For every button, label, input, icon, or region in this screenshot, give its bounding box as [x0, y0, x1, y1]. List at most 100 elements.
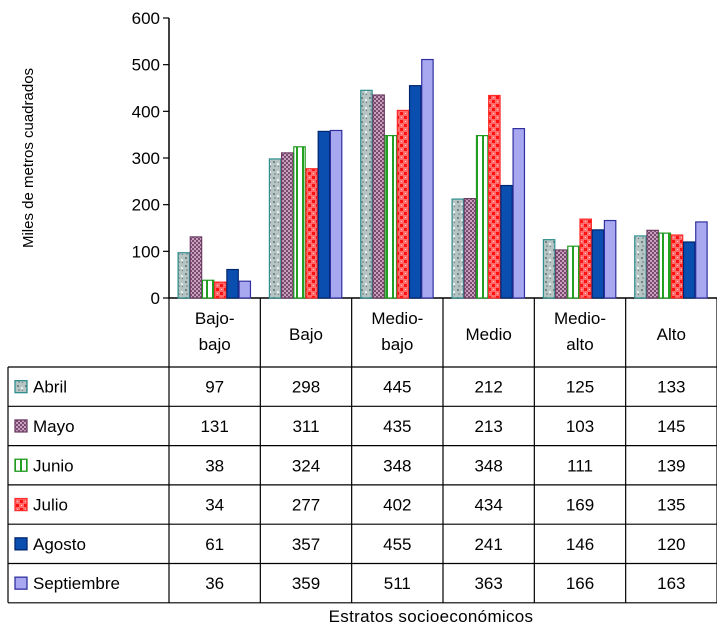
- bar-agosto-4: [591, 229, 605, 299]
- bar-abril-1: [268, 158, 282, 299]
- data-label: 348: [474, 456, 502, 475]
- legend-label: Septiembre: [33, 574, 120, 593]
- legend-swatch-abril: [14, 379, 28, 394]
- bar-mayo-4: [554, 249, 568, 299]
- legend-label: Julio: [33, 496, 68, 515]
- category-label: Bajo: [289, 325, 323, 344]
- bar-mayo-0: [189, 236, 203, 299]
- bar-mayo-2: [372, 94, 385, 299]
- bar-septiembre-2: [421, 58, 434, 299]
- legend-label: Junio: [33, 456, 74, 475]
- data-label: 324: [292, 456, 320, 475]
- category-label: Medio-: [371, 309, 423, 328]
- y-tick-label: 200: [132, 196, 160, 215]
- data-label: 434: [474, 496, 502, 515]
- category-label: Medio-: [554, 309, 606, 328]
- legend-swatch-mayo: [14, 419, 28, 433]
- category-label: bajo: [381, 335, 413, 354]
- category-label: alto: [566, 335, 593, 354]
- y-tick-label: 600: [132, 9, 160, 28]
- data-label: 212: [474, 378, 502, 397]
- bar-julio-4: [579, 218, 592, 299]
- legend-label: Mayo: [33, 417, 75, 436]
- category-label: Bajo-: [195, 309, 235, 328]
- bar-junio-0: [201, 279, 215, 299]
- data-label: 363: [474, 574, 502, 593]
- data-label: 120: [657, 535, 685, 554]
- bar-septiembre-0: [238, 280, 252, 299]
- bar-junio-5: [658, 232, 672, 299]
- bar-julio-5: [670, 234, 684, 299]
- bar-agosto-3: [500, 184, 513, 299]
- data-label: 131: [200, 417, 228, 436]
- bar-junio-3: [475, 135, 489, 299]
- y-tick-label: 0: [151, 289, 160, 308]
- data-label: 511: [384, 574, 411, 593]
- y-tick-label: 300: [132, 149, 160, 168]
- bar-julio-0: [214, 281, 227, 299]
- data-label: 241: [474, 535, 502, 554]
- legend-swatch-julio: [14, 497, 28, 512]
- y-tick-label: 500: [132, 56, 160, 75]
- legend-swatch-septiembre: [14, 576, 28, 590]
- bar-abril-2: [360, 89, 373, 299]
- data-label: 146: [566, 535, 594, 554]
- y-tick-label: 400: [132, 102, 160, 121]
- data-label: 103: [566, 417, 594, 436]
- bar-julio-2: [396, 109, 410, 299]
- y-axis-label: Miles de metros cuadrados: [20, 68, 37, 248]
- data-label: 166: [566, 574, 594, 593]
- bar-septiembre-1: [329, 129, 343, 299]
- bar-abril-0: [177, 252, 191, 299]
- bar-agosto-2: [408, 85, 422, 299]
- legend-label: Abril: [33, 378, 67, 397]
- data-label: 213: [474, 417, 502, 436]
- category-label: bajo: [199, 335, 231, 354]
- bar-abril-3: [451, 198, 465, 299]
- data-label: 455: [383, 535, 411, 554]
- data-label: 139: [657, 456, 685, 475]
- bar-junio-4: [567, 245, 580, 299]
- category-label: Alto: [657, 325, 686, 344]
- data-label: 38: [205, 456, 224, 475]
- data-label: 133: [657, 378, 685, 397]
- data-label: 359: [292, 574, 320, 593]
- bar-mayo-5: [646, 229, 659, 299]
- bar-septiembre-4: [603, 219, 617, 299]
- x-axis-label: Estratos socioeconómicos: [329, 607, 534, 626]
- data-label: 311: [292, 417, 319, 436]
- data-label: 348: [383, 456, 411, 475]
- data-label: 445: [383, 378, 411, 397]
- category-label: Medio: [466, 325, 512, 344]
- data-label: 277: [292, 496, 320, 515]
- data-label: 125: [566, 378, 594, 397]
- bar-mayo-1: [281, 152, 294, 299]
- data-label: 169: [566, 496, 594, 515]
- legend-swatch-junio: [14, 458, 28, 472]
- bar-junio-1: [293, 146, 306, 299]
- legend-label: Agosto: [33, 535, 86, 554]
- data-label: 111: [567, 456, 593, 475]
- data-label: 163: [657, 574, 685, 593]
- data-label: 61: [205, 535, 224, 554]
- data-label: 145: [657, 417, 685, 436]
- bar-abril-4: [542, 239, 556, 299]
- bar-septiembre-5: [695, 221, 708, 299]
- y-tick-label: 100: [132, 242, 160, 261]
- bar-julio-3: [488, 94, 501, 299]
- bar-abril-5: [634, 235, 647, 299]
- bar-agosto-1: [317, 130, 331, 299]
- bar-junio-2: [384, 135, 398, 299]
- bar-agosto-0: [226, 268, 239, 299]
- data-label: 36: [205, 574, 224, 593]
- bar-septiembre-3: [512, 128, 526, 299]
- data-label: 34: [205, 496, 224, 515]
- data-label: 135: [657, 496, 685, 515]
- data-label: 435: [383, 417, 411, 436]
- legend-swatch-agosto: [14, 537, 28, 551]
- bar-agosto-5: [682, 241, 696, 299]
- bar-mayo-3: [463, 198, 477, 299]
- data-label: 357: [292, 535, 320, 554]
